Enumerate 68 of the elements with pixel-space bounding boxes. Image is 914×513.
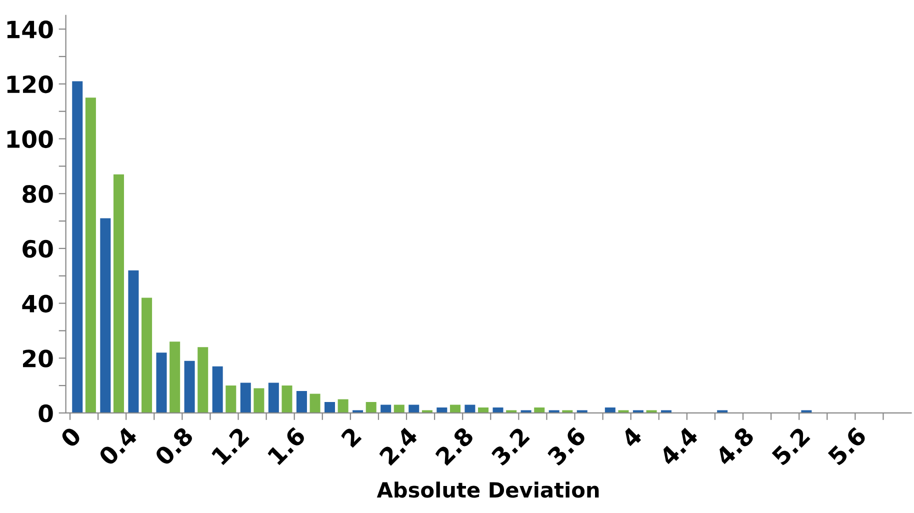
bar bbox=[660, 410, 672, 413]
y-tick-label: 20 bbox=[23, 350, 53, 368]
x-tick-label: 3.6 bbox=[546, 426, 587, 466]
bar bbox=[352, 410, 364, 413]
x-tick-label: 2.4 bbox=[378, 426, 418, 466]
bar bbox=[646, 410, 657, 413]
bar bbox=[422, 410, 432, 413]
bar bbox=[478, 407, 489, 413]
bar bbox=[380, 404, 392, 413]
y-tick-label: 0 bbox=[38, 404, 53, 422]
x-tick-label: 0.4 bbox=[98, 426, 138, 466]
bar bbox=[562, 410, 573, 413]
bar bbox=[450, 404, 460, 413]
bar bbox=[198, 347, 208, 413]
bar bbox=[184, 360, 195, 413]
bar bbox=[632, 410, 644, 413]
bar bbox=[226, 386, 236, 413]
bar bbox=[338, 399, 348, 413]
bar bbox=[254, 388, 264, 413]
x-tick-label: 1.2 bbox=[210, 426, 250, 466]
bar bbox=[801, 410, 812, 413]
bar bbox=[366, 402, 376, 413]
bar bbox=[240, 382, 251, 413]
bar bbox=[436, 407, 448, 413]
x-tick-label: 0 bbox=[59, 426, 82, 449]
bar bbox=[548, 410, 560, 413]
bar bbox=[492, 407, 504, 413]
bar bbox=[520, 410, 532, 413]
bar bbox=[72, 81, 83, 413]
bar bbox=[100, 218, 111, 413]
x-tick-label: 1.6 bbox=[266, 426, 306, 466]
bar bbox=[324, 402, 336, 413]
bar bbox=[717, 410, 728, 413]
bar bbox=[408, 404, 420, 413]
bar bbox=[618, 410, 629, 413]
bar bbox=[268, 382, 279, 413]
x-tick-label: 3.2 bbox=[490, 426, 530, 466]
x-tick-label: 2.8 bbox=[434, 426, 474, 466]
bar bbox=[85, 98, 96, 413]
y-tick-label: 140 bbox=[7, 20, 53, 38]
bar bbox=[576, 410, 588, 413]
x-tick-label: 5.2 bbox=[771, 426, 811, 466]
bar bbox=[394, 404, 404, 413]
bar bbox=[113, 174, 124, 413]
x-tick-label: 4.8 bbox=[714, 426, 755, 467]
bar bbox=[212, 366, 223, 413]
bar bbox=[282, 386, 292, 413]
bar bbox=[156, 352, 167, 413]
x-axis-title: Absolute Deviation bbox=[376, 482, 599, 498]
bar bbox=[534, 407, 545, 413]
y-tick-label: 80 bbox=[22, 185, 53, 203]
x-tick-label: 4 bbox=[620, 426, 643, 448]
bar bbox=[142, 298, 152, 413]
bar bbox=[296, 391, 307, 413]
x-tick-label: 0.8 bbox=[154, 426, 194, 466]
y-tick-label: 60 bbox=[22, 240, 53, 258]
y-tick-label: 40 bbox=[22, 294, 53, 313]
bar bbox=[170, 342, 180, 413]
bar bbox=[128, 270, 139, 413]
y-tick-label: 120 bbox=[7, 75, 53, 94]
x-tick-label: 5.6 bbox=[827, 426, 868, 466]
x-tick-label: 4.4 bbox=[658, 426, 699, 466]
bar bbox=[310, 394, 320, 413]
bar bbox=[604, 407, 616, 413]
bar bbox=[464, 404, 476, 413]
bar bbox=[506, 410, 517, 413]
x-tick-label: 2 bbox=[340, 426, 362, 448]
y-tick-label: 100 bbox=[7, 130, 53, 148]
